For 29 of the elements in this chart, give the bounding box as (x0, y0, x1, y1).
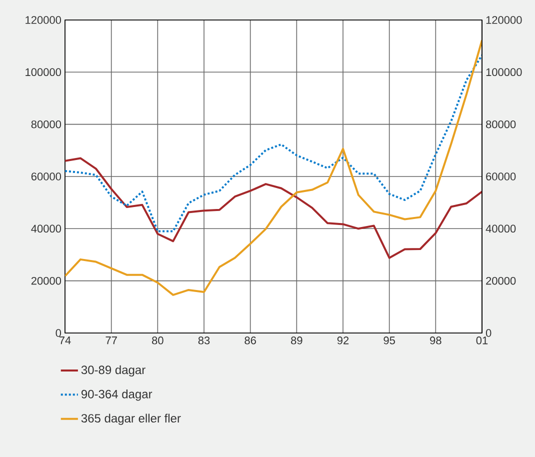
legend-label: 30-89 dagar (81, 365, 146, 377)
y-tick-label: 20000 (31, 276, 62, 285)
y-tick-label: 0 (56, 329, 62, 337)
y2-tick-label: 0 (486, 329, 492, 337)
legend-label: 365 dagar eller fler (81, 414, 181, 425)
y-tick-label: 40000 (31, 224, 62, 233)
x-tick-label: 98 (430, 336, 442, 344)
y2-tick-label: 80000 (486, 120, 516, 128)
x-tick-label: 01 (476, 336, 488, 344)
x-tick-label: 86 (244, 336, 256, 344)
line-series (65, 157, 482, 259)
y2-tick-label: 40000 (486, 224, 516, 233)
x-tick-label: 95 (384, 336, 395, 344)
x-tick-label: 83 (198, 336, 210, 344)
line-series (65, 54, 482, 232)
x-tick-label: 92 (337, 336, 349, 344)
y-tick-label: 120000 (26, 16, 62, 24)
legend-label: 90-364 dagar (82, 390, 152, 401)
y-tick-label: 100000 (26, 68, 62, 76)
y2-tick-label: 20000 (486, 276, 516, 285)
x-tick-label: 74 (59, 336, 71, 344)
y-tick-label: 60000 (31, 172, 62, 180)
x-tick-label: 89 (291, 336, 302, 344)
y2-tick-label: 100000 (486, 68, 522, 76)
x-tick-label: 80 (152, 336, 164, 344)
y2-tick-label: 120000 (486, 16, 522, 24)
x-tick-label: 77 (106, 336, 117, 344)
y2-tick-label: 60000 (486, 172, 516, 180)
y-tick-label: 80000 (31, 120, 62, 128)
